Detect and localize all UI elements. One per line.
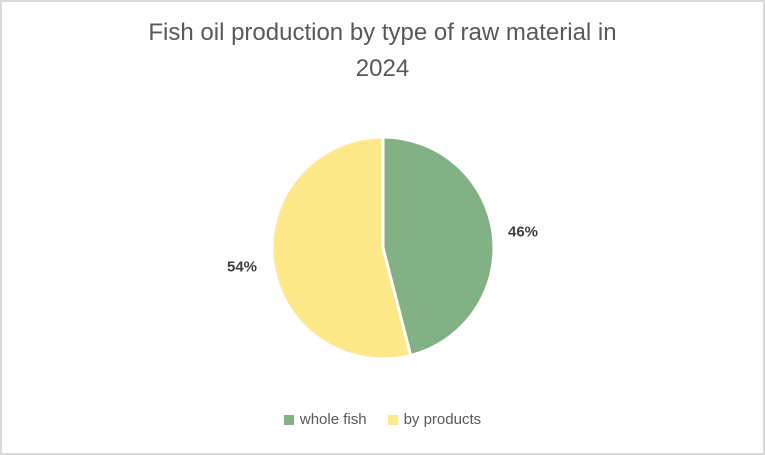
pie-slice-whole-fish[interactable] [381, 135, 496, 358]
legend-item-by-products[interactable]: by products [387, 411, 482, 428]
chart-title-line-1: Fish oil production by type of raw mater… [148, 19, 617, 46]
legend-item-whole-fish[interactable]: whole fish [283, 411, 367, 428]
legend: whole fish by products [0, 411, 765, 428]
pie-slice-by-products[interactable] [270, 135, 413, 361]
chart-title-line-2: 2024 [355, 55, 410, 82]
data-label-whole-fish: 46% [507, 223, 539, 241]
legend-marker-whole-fish-icon [283, 414, 294, 425]
data-label-by-products: 54% [226, 258, 258, 276]
legend-label-by-products: by products [403, 411, 482, 428]
legend-marker-by-products-icon [387, 414, 398, 425]
chart-title: Fish oil production by type of raw mater… [0, 15, 765, 87]
legend-label-whole-fish: whole fish [299, 411, 367, 428]
